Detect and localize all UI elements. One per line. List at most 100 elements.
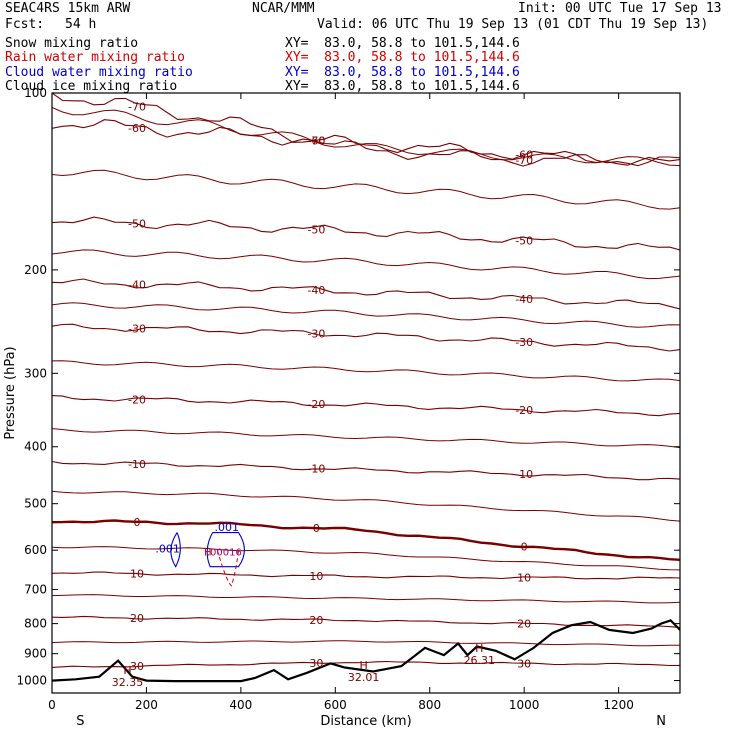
contour-label: 0 <box>313 522 320 535</box>
contour-label: 20 <box>309 614 323 627</box>
contour-label: -40 <box>128 278 146 291</box>
field-rain-xy: XY= 83.0, 58.8 to 101.5,144.6 <box>285 50 520 65</box>
temperature-contour-m20 <box>52 395 680 417</box>
contour-label: 10 <box>517 572 531 585</box>
temperature-contour-m50 <box>52 216 680 251</box>
valid-time: Valid: 06 UTC Thu 19 Sep 13 (01 CDT Thu … <box>317 17 709 32</box>
temperature-contour-minor <box>52 546 680 571</box>
y-tick-label: 700 <box>24 583 47 597</box>
temperature-contour-minor <box>52 594 680 604</box>
temperature-contour-m70 <box>52 93 680 167</box>
contour-label: -50 <box>128 217 146 230</box>
plot-frame <box>51 92 681 694</box>
contour-label: -70 <box>307 134 325 147</box>
mixing-ratio-label: .00016 <box>207 547 242 558</box>
rain-water-max-marker: H <box>204 547 212 558</box>
contour-label: -70 <box>515 154 533 167</box>
cloud-water-label: .001 <box>214 521 239 534</box>
contour-label: -50 <box>307 224 325 237</box>
field-snow-name: Snow mixing ratio <box>5 36 139 51</box>
y-tick-label: 100 <box>24 86 47 100</box>
contour-label: -10 <box>307 462 325 475</box>
x-tick-label: 1200 <box>603 698 634 712</box>
high-marker: H <box>475 642 483 655</box>
y-tick-label: 500 <box>24 497 47 511</box>
y-tick-label: 200 <box>24 263 47 277</box>
temperature-contour-m40 <box>52 278 680 310</box>
contour-label: -60 <box>515 148 533 161</box>
endpoint-label-south: S <box>76 714 84 729</box>
org-label: NCAR/MMM <box>252 1 315 16</box>
temperature-contour-minor <box>52 302 680 328</box>
y-tick-label: 1000 <box>16 674 47 688</box>
field-rain-name: Rain water mixing ratio <box>5 50 186 65</box>
field-cloudwater-name: Cloud water mixing ratio <box>5 65 193 80</box>
y-tick-label: 800 <box>24 617 47 631</box>
cloud-water-label: .001 <box>155 542 180 555</box>
x-tick-label: 0 <box>48 698 56 712</box>
y-tick-label: 600 <box>24 543 47 557</box>
contour-label: -60 <box>307 135 325 148</box>
x-tick-label: 800 <box>418 698 441 712</box>
contour-label: -60 <box>128 122 146 135</box>
temperature-contour-minor <box>52 428 680 449</box>
contour-label: 20 <box>517 618 531 631</box>
terrain-line <box>52 619 680 683</box>
temperature-contour-minor <box>52 640 680 647</box>
contour-label: -20 <box>307 398 325 411</box>
contour-label: -40 <box>515 293 533 306</box>
field-cloudice-xy: XY= 83.0, 58.8 to 101.5,144.6 <box>285 79 520 94</box>
field-cloudice-name: Cloud ice mixing ratio <box>5 79 178 94</box>
rain-water-contour <box>216 550 240 587</box>
temperature-contour-m60 <box>52 119 680 166</box>
temperature-contour-minor <box>52 107 680 167</box>
x-tick-label: 600 <box>324 698 347 712</box>
temperature-contour-minor <box>52 249 680 280</box>
contour-label: 10 <box>309 570 323 583</box>
contour-label: 20 <box>130 612 144 625</box>
temperature-contour-m10 <box>52 460 680 481</box>
high-marker: H <box>123 664 131 677</box>
contour-label: -70 <box>128 101 146 114</box>
x-tick-label: 200 <box>135 698 158 712</box>
plot-area <box>52 93 680 683</box>
contour-label: -30 <box>515 336 533 349</box>
temperature-contour-minor <box>52 169 680 210</box>
x-tick-label: 400 <box>229 698 252 712</box>
contour-label: -30 <box>307 327 325 340</box>
forecast-hours: 54 h <box>65 17 97 32</box>
contour-label: 0 <box>133 516 140 529</box>
high-value-label: 26.31 <box>464 654 496 667</box>
contour-label: -10 <box>128 458 146 471</box>
y-tick-label: 900 <box>24 647 47 661</box>
temperature-contour-30 <box>52 660 680 668</box>
contour-label: -50 <box>515 234 533 247</box>
contour-label: 30 <box>309 657 323 670</box>
forecast-label: Fcst: <box>5 17 45 32</box>
x-axis-label: Distance (km) <box>320 714 411 729</box>
high-value-label: 32.35 <box>112 676 144 689</box>
contour-label: 30 <box>130 660 144 673</box>
temperature-contour-0 <box>52 519 680 561</box>
temperature-contour-m30 <box>52 323 680 352</box>
contour-label: 0 <box>521 540 528 553</box>
temperature-contour-minor <box>52 490 680 522</box>
cloud-water-contour <box>206 532 245 568</box>
endpoint-label-north: N <box>656 714 666 729</box>
field-snow-xy: XY= 83.0, 58.8 to 101.5,144.6 <box>285 36 520 51</box>
field-cloudwater-xy: XY= 83.0, 58.8 to 101.5,144.6 <box>285 65 520 80</box>
y-tick-label: 300 <box>24 366 47 380</box>
x-tick-label: 1000 <box>509 698 540 712</box>
contour-label: -30 <box>128 322 146 335</box>
temperature-contour-minor <box>52 360 680 382</box>
y-tick-label: 400 <box>24 440 47 454</box>
contour-label: 30 <box>517 657 531 670</box>
high-value-label: 32.01 <box>348 671 380 684</box>
contour-label: -10 <box>515 468 533 481</box>
init-time: Init: 00 UTC Tue 17 Sep 13 <box>518 1 722 16</box>
contour-label: -20 <box>515 404 533 417</box>
temperature-contour-10 <box>52 571 680 580</box>
y-axis-label: Pressure (hPa) <box>3 346 18 439</box>
cloud-water-contour <box>170 532 181 568</box>
